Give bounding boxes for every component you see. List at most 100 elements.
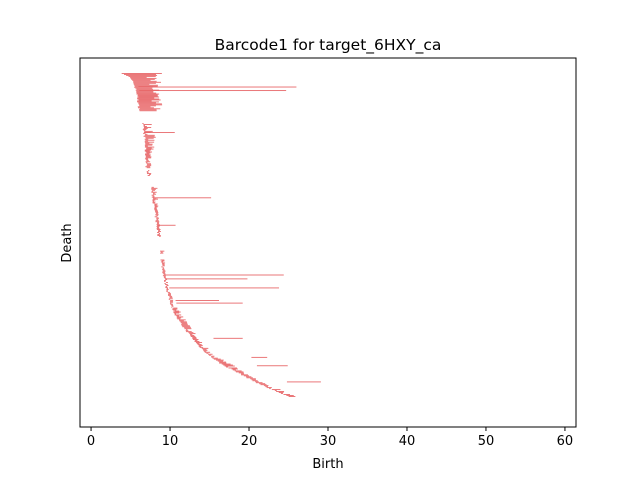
y-axis-label: Death bbox=[60, 223, 75, 262]
barcode-bar bbox=[144, 150, 150, 152]
barcode-bar bbox=[139, 110, 157, 112]
barcode-bar bbox=[170, 301, 174, 303]
barcode-long-bar bbox=[138, 86, 297, 88]
barcode-bar bbox=[263, 385, 269, 387]
barcode-bar bbox=[143, 135, 155, 137]
x-tick-label: 10 bbox=[162, 434, 179, 449]
barcode-bar bbox=[190, 336, 196, 338]
barcode-bar bbox=[153, 193, 157, 195]
barcode-bar bbox=[166, 285, 169, 286]
barcode-bar bbox=[145, 137, 154, 139]
barcode-bar bbox=[159, 235, 161, 237]
x-tick-label: 20 bbox=[241, 434, 258, 449]
barcode-bar bbox=[132, 79, 151, 81]
barcode-bar bbox=[156, 217, 159, 219]
barcode-bar bbox=[155, 214, 159, 216]
barcode-bar bbox=[137, 97, 155, 99]
barcode-bar bbox=[156, 229, 161, 230]
barcode-bar bbox=[146, 171, 149, 173]
barcode-long-bar bbox=[143, 132, 175, 134]
barcode-bar bbox=[176, 315, 179, 317]
barcode-bar bbox=[208, 354, 211, 356]
barcode-bar bbox=[171, 306, 173, 308]
barcode-long-bar bbox=[153, 197, 212, 199]
barcode-bar bbox=[161, 260, 165, 262]
barcode-bar bbox=[156, 227, 160, 229]
barcode-bar bbox=[158, 230, 160, 231]
barcode-long-bar bbox=[158, 224, 176, 226]
barcode-bar bbox=[133, 82, 156, 84]
barcode-bar bbox=[155, 220, 159, 222]
barcode-bar bbox=[156, 215, 158, 217]
barcode-long-bar bbox=[139, 90, 287, 92]
barcode-bar bbox=[146, 152, 151, 154]
barcode-bar bbox=[144, 149, 152, 151]
barcode-bar bbox=[139, 108, 161, 110]
barcode-bar bbox=[271, 389, 281, 391]
barcode-bar bbox=[177, 318, 181, 320]
barcode-bar bbox=[232, 369, 236, 371]
barcode-bar bbox=[203, 349, 208, 351]
barcode-bar bbox=[154, 204, 157, 206]
barcode-bar bbox=[224, 365, 235, 367]
barcode-bar bbox=[164, 280, 166, 282]
barcode-bar bbox=[157, 234, 161, 236]
barcode-bar bbox=[166, 288, 169, 289]
barcode-bar bbox=[197, 343, 202, 345]
barcode-long-bar bbox=[286, 381, 321, 383]
barcode-bar bbox=[136, 91, 154, 93]
barcode-bar bbox=[154, 209, 158, 211]
barcode-bar bbox=[154, 207, 157, 209]
barcode-bar bbox=[157, 234, 160, 235]
barcode-bar bbox=[164, 283, 166, 284]
barcode-bar bbox=[182, 326, 191, 328]
barcode-bar bbox=[171, 308, 178, 310]
barcode-bar bbox=[184, 327, 191, 329]
barcode-bar bbox=[143, 126, 147, 127]
barcode-bar bbox=[217, 360, 224, 362]
barcode-bar bbox=[169, 300, 173, 302]
barcode-bar bbox=[186, 329, 188, 331]
barcode-bar bbox=[143, 125, 145, 126]
barcode-bar bbox=[167, 291, 170, 293]
barcode-bar bbox=[288, 396, 296, 397]
barcode-bar bbox=[138, 99, 161, 101]
barcode-bar bbox=[145, 162, 148, 164]
barcode-bar bbox=[144, 146, 155, 148]
barcode-bar bbox=[152, 198, 158, 200]
barcode-bar bbox=[221, 363, 231, 365]
barcode-bar bbox=[136, 92, 157, 94]
barcode-bar bbox=[152, 189, 156, 191]
barcode-long-bar bbox=[256, 365, 288, 367]
barcode-bar bbox=[145, 154, 151, 156]
barcode-bar bbox=[168, 294, 171, 296]
barcode-long-bar bbox=[166, 278, 248, 280]
barcode-bar bbox=[241, 374, 248, 376]
barcode-bar bbox=[142, 128, 147, 130]
barcode-bar bbox=[202, 348, 207, 350]
barcode-bar bbox=[138, 102, 156, 104]
barcode-bar bbox=[172, 309, 177, 311]
barcode-bar bbox=[144, 134, 155, 136]
barcode-bar bbox=[162, 271, 166, 273]
barcode-bar bbox=[144, 141, 155, 143]
barcode-bar bbox=[181, 323, 188, 325]
barcode-bar bbox=[152, 202, 155, 204]
barcode-long-bar bbox=[165, 274, 284, 276]
x-tick-label: 0 bbox=[87, 434, 95, 449]
barcode-bar bbox=[168, 292, 171, 294]
barcode-bar bbox=[192, 339, 199, 340]
barcode-bar bbox=[184, 328, 192, 330]
barcode-bar bbox=[146, 159, 149, 161]
barcode-bar bbox=[156, 224, 160, 226]
barcode-bar bbox=[156, 213, 158, 215]
barcode-bar bbox=[144, 140, 149, 142]
barcode-bar bbox=[151, 196, 155, 198]
barcode-bar bbox=[134, 84, 158, 86]
barcode-bar bbox=[179, 320, 184, 322]
bars-layer bbox=[121, 73, 321, 397]
barcode-bar bbox=[255, 382, 263, 384]
barcode-bar bbox=[154, 203, 158, 205]
barcode-bar bbox=[151, 190, 154, 192]
